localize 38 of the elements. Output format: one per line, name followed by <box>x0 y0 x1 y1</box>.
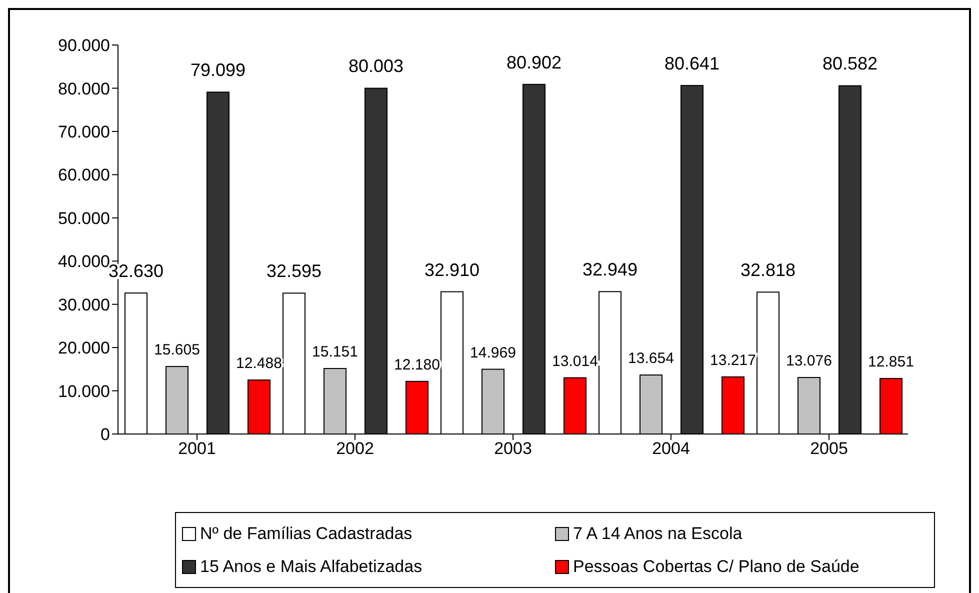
x-tick-label: 2002 <box>336 439 374 458</box>
data-label: 12.488 <box>236 355 282 372</box>
y-tick-label: 80.000 <box>58 79 110 98</box>
x-tick-label: 2004 <box>652 439 690 458</box>
data-label: 79.099 <box>190 60 246 80</box>
data-label: 13.217 <box>710 352 756 369</box>
data-label: 15.605 <box>154 342 200 359</box>
data-label: 12.180 <box>394 356 440 374</box>
data-label: 32.818 <box>740 260 796 280</box>
data-label: 13.014 <box>552 352 598 370</box>
y-tick-label: 60.000 <box>58 166 110 185</box>
data-label: 80.641 <box>664 53 720 74</box>
x-tick-label: 2001 <box>178 439 216 458</box>
legend-label: Nº de Famílias Cadastradas <box>200 524 412 544</box>
y-tick-label: 10.000 <box>58 382 110 401</box>
legend-label: 15 Anos e Mais Alfabetizadas <box>200 556 422 576</box>
legend-label: 7 A 14 Anos na Escola <box>573 524 742 544</box>
data-label: 80.582 <box>822 54 878 74</box>
data-label: 32.949 <box>582 260 638 280</box>
y-tick-label: 50.000 <box>58 208 110 228</box>
y-tick-label: 70.000 <box>58 122 110 142</box>
y-tick-label: 20.000 <box>58 338 110 358</box>
data-label: 32.910 <box>424 260 480 280</box>
y-tick-label: 90.000 <box>58 36 110 56</box>
legend-label: Pessoas Cobertas C/ Plano de Saúde <box>573 556 860 576</box>
data-label: 80.003 <box>348 56 404 76</box>
data-label: 80.902 <box>506 52 562 72</box>
data-label: 12.851 <box>868 353 914 370</box>
x-tick-label: 2003 <box>494 439 532 458</box>
y-tick-label: 30.000 <box>58 295 110 314</box>
y-tick-label: 40.000 <box>58 252 110 272</box>
data-label: 32.595 <box>266 261 322 282</box>
x-tick-label: 2005 <box>810 439 848 458</box>
data-label: 13.076 <box>786 352 832 370</box>
y-tick-label: 0 <box>100 425 110 444</box>
data-label: 15.151 <box>312 344 358 361</box>
data-label: 14.969 <box>470 344 516 362</box>
data-label: 13.654 <box>628 350 674 367</box>
